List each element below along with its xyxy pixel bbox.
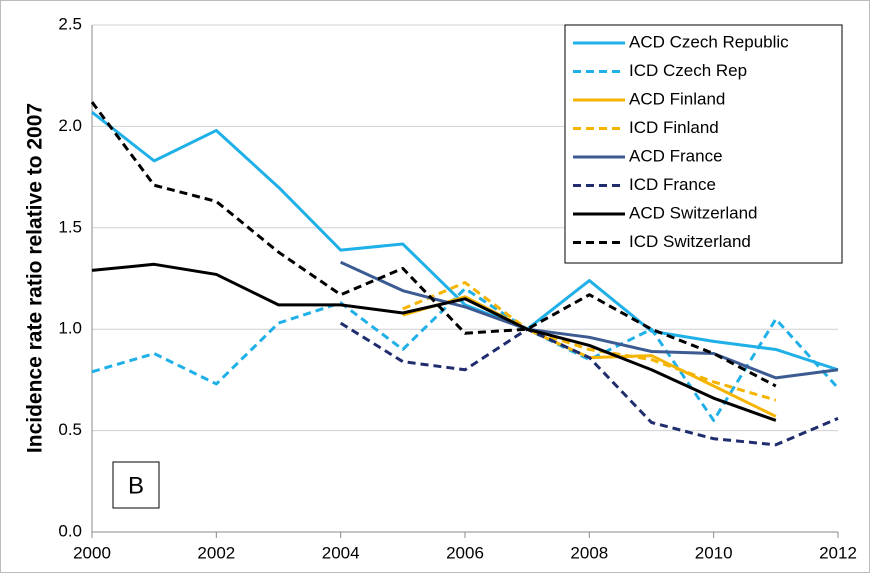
annotation-box — [112, 461, 160, 509]
y-tick-label: 0.0 — [58, 521, 82, 540]
annotation: B — [128, 472, 144, 499]
x-tick-label: 2008 — [570, 543, 608, 562]
y-tick-label: 1.0 — [58, 319, 82, 338]
series-line — [339, 321, 839, 447]
legend-label: ACD Switzerland — [629, 203, 758, 222]
y-axis-label: Incidence rate ratio relative to 2007 — [24, 103, 47, 453]
legend-label: ICD Finland — [629, 118, 719, 137]
legend-label: ACD France — [629, 146, 723, 165]
x-tick-label: 2006 — [446, 543, 484, 562]
x-tick-label: 2012 — [819, 543, 857, 562]
series-line — [91, 111, 839, 372]
series-line — [90, 101, 777, 388]
series-line — [340, 260, 839, 380]
legend-label: ACD Finland — [629, 89, 725, 108]
series-line — [91, 287, 840, 422]
y-tick-label: 2.5 — [58, 14, 82, 33]
legend-label: ACD Czech Republic — [629, 32, 789, 51]
x-tick-label: 2004 — [322, 543, 360, 562]
x-tick-label: 2010 — [695, 543, 733, 562]
y-tick-label: 0.5 — [58, 420, 82, 439]
y-tick-label: 2.0 — [58, 116, 82, 135]
x-tick-label: 2002 — [197, 543, 235, 562]
y-tick-label: 1.5 — [58, 217, 82, 236]
legend-label: ICD France — [629, 175, 716, 194]
legend-label: ICD Switzerland — [629, 232, 751, 251]
series-line — [91, 262, 777, 422]
x-tick-label: 2000 — [73, 543, 111, 562]
legend-label: ICD Czech Rep — [629, 61, 747, 80]
legend-box — [564, 24, 843, 264]
series-line — [402, 281, 777, 402]
